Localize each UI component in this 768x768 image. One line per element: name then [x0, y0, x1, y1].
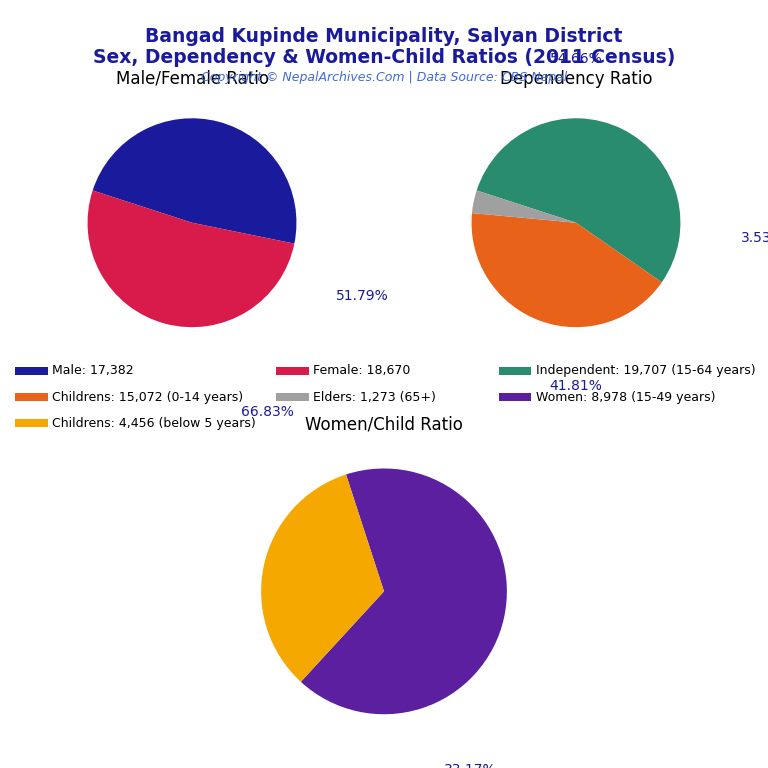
FancyBboxPatch shape — [15, 367, 48, 375]
Text: Women: 8,978 (15-49 years): Women: 8,978 (15-49 years) — [536, 391, 716, 403]
Text: Independent: 19,707 (15-64 years): Independent: 19,707 (15-64 years) — [536, 365, 756, 377]
Text: Copyright © NepalArchives.Com | Data Source: CBS Nepal: Copyright © NepalArchives.Com | Data Sou… — [201, 71, 567, 84]
Text: Sex, Dependency & Women-Child Ratios (2011 Census): Sex, Dependency & Women-Child Ratios (20… — [93, 48, 675, 67]
Text: 41.81%: 41.81% — [550, 379, 602, 393]
FancyBboxPatch shape — [276, 367, 309, 375]
Text: 33.17%: 33.17% — [444, 763, 496, 768]
Wedge shape — [472, 213, 662, 327]
FancyBboxPatch shape — [15, 393, 48, 401]
Text: Childrens: 4,456 (below 5 years): Childrens: 4,456 (below 5 years) — [52, 417, 256, 429]
Text: 3.53%: 3.53% — [740, 231, 768, 246]
Text: Male: 17,382: Male: 17,382 — [52, 365, 134, 377]
Title: Male/Female Ratio: Male/Female Ratio — [115, 70, 269, 88]
FancyBboxPatch shape — [499, 367, 531, 375]
Text: Female: 18,670: Female: 18,670 — [313, 365, 411, 377]
Wedge shape — [261, 475, 384, 682]
Title: Women/Child Ratio: Women/Child Ratio — [305, 415, 463, 433]
Wedge shape — [301, 468, 507, 714]
FancyBboxPatch shape — [499, 393, 531, 401]
Wedge shape — [477, 118, 680, 283]
Text: Bangad Kupinde Municipality, Salyan District: Bangad Kupinde Municipality, Salyan Dist… — [145, 27, 623, 46]
Title: Dependency Ratio: Dependency Ratio — [500, 70, 652, 88]
FancyBboxPatch shape — [15, 419, 48, 427]
Wedge shape — [472, 190, 576, 223]
Text: Childrens: 15,072 (0-14 years): Childrens: 15,072 (0-14 years) — [52, 391, 243, 403]
Text: 66.83%: 66.83% — [241, 406, 293, 419]
Text: 51.79%: 51.79% — [336, 289, 389, 303]
FancyBboxPatch shape — [276, 393, 309, 401]
Text: Elders: 1,273 (65+): Elders: 1,273 (65+) — [313, 391, 436, 403]
Wedge shape — [93, 118, 296, 243]
Wedge shape — [88, 190, 294, 327]
Text: 54.66%: 54.66% — [550, 52, 602, 66]
